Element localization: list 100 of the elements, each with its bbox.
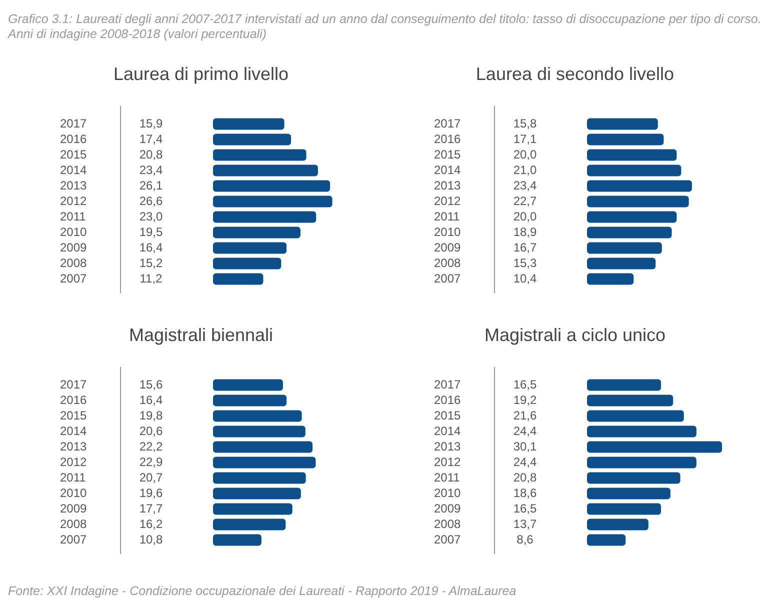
- y-tick-label: 2007: [434, 271, 462, 286]
- bar: [587, 503, 662, 515]
- data-label: 20,6: [139, 424, 163, 438]
- data-label: 18,6: [513, 486, 537, 500]
- data-label: 18,9: [513, 224, 537, 239]
- bar: [587, 456, 696, 468]
- y-tick-label: 2014: [60, 424, 88, 438]
- y-tick-label: 2015: [434, 147, 462, 162]
- data-label: 15,6: [139, 377, 163, 392]
- y-tick-label: 2009: [434, 501, 462, 516]
- y-tick-label: 2015: [60, 408, 88, 422]
- y-tick-label: 2011: [434, 470, 460, 484]
- y-tick-label: 2017: [60, 116, 88, 130]
- y-tick-label: 2007: [60, 532, 88, 546]
- data-label: 16,5: [513, 377, 537, 392]
- y-tick-label: 2014: [434, 424, 462, 438]
- data-label: 24,4: [513, 454, 537, 469]
- data-label: 13,7: [513, 516, 537, 531]
- y-tick-label: 2013: [60, 178, 88, 192]
- data-label: 15,2: [139, 256, 163, 270]
- source-note: Fonte: XXI Indagine - Condizione occupazionale dei Laureati - Rapporto 2019 - AlmaLaurea: [8, 584, 518, 598]
- bar: [213, 534, 262, 546]
- data-label: 17,7: [139, 501, 163, 516]
- data-label: 19,2: [513, 392, 537, 407]
- bar: [213, 242, 287, 254]
- bar: [213, 503, 292, 515]
- text: Grafico 3.1: Laureati degli anni 2007-2017 intervistati ad un anno dal conseguimento del titolo: tasso di disoccupazione per tipo di corso. Anni di indagine 2008-2018 (valori percentuali): [8, 12, 762, 42]
- bar: [213, 441, 313, 453]
- y-tick-label: 2013: [434, 178, 462, 192]
- chart-title: Laurea di primo livello: [112, 64, 290, 85]
- data-label: 24,4: [513, 424, 537, 438]
- data-label: 8,6: [516, 532, 534, 546]
- data-label: 15,9: [139, 116, 163, 130]
- bar: [587, 426, 696, 438]
- y-tick-label: 2010: [434, 486, 462, 500]
- bar: [587, 410, 684, 422]
- bar: [587, 134, 664, 146]
- bar: [587, 488, 670, 500]
- bar: [213, 410, 302, 422]
- bar: [587, 242, 662, 254]
- y-tick-label: 2015: [434, 408, 462, 422]
- y-tick-label: 2012: [60, 454, 88, 469]
- y-tick-label: 2009: [60, 240, 88, 254]
- data-label: 19,5: [139, 224, 163, 239]
- y-tick-label: 2008: [60, 256, 88, 270]
- bar: [587, 518, 648, 530]
- y-tick-label: 2014: [434, 162, 462, 177]
- data-label: 23,0: [139, 209, 163, 224]
- y-tick-label: 2008: [434, 516, 462, 531]
- data-label: 20,8: [513, 470, 537, 484]
- data-label: 15,8: [513, 116, 537, 130]
- data-label: 17,4: [139, 132, 163, 146]
- y-tick-label: 2012: [434, 194, 462, 208]
- y-tick-label: 2010: [60, 224, 88, 239]
- data-label: 22,2: [139, 439, 163, 454]
- bar: [587, 196, 689, 208]
- y-tick-label: 2016: [60, 132, 88, 146]
- y-tick-label: 2016: [60, 392, 88, 407]
- bar: [213, 472, 306, 484]
- data-label: 16,2: [139, 516, 163, 531]
- bar: [587, 273, 634, 285]
- data-label: 23,4: [513, 178, 537, 192]
- bar: [587, 258, 656, 270]
- data-label: 16,4: [139, 240, 163, 254]
- y-tick-label: 2007: [60, 271, 88, 286]
- bar: [213, 134, 292, 146]
- data-label: 30,1: [513, 439, 537, 454]
- data-label: 20,0: [513, 209, 537, 224]
- y-tick-label: 2009: [60, 501, 88, 516]
- bar: [587, 211, 677, 223]
- bar: [213, 180, 330, 192]
- bar: [587, 149, 677, 161]
- data-label: 20,0: [513, 147, 537, 162]
- y-tick-label: 2009: [434, 240, 462, 254]
- y-tick-label: 2017: [60, 377, 88, 392]
- data-label: 26,1: [139, 178, 163, 192]
- y-tick-label: 2008: [60, 516, 88, 531]
- data-label: 20,8: [139, 147, 163, 162]
- bar: [213, 273, 264, 285]
- y-tick-label: 2008: [434, 256, 462, 270]
- bar: [213, 488, 301, 500]
- bar: [213, 226, 300, 238]
- y-tick-label: 2011: [60, 470, 86, 484]
- y-tick-label: 2016: [434, 132, 462, 146]
- bar: [213, 426, 306, 438]
- y-tick-label: 2007: [434, 532, 462, 546]
- bar: [587, 534, 626, 546]
- bar: [587, 472, 680, 484]
- y-tick-label: 2010: [60, 486, 88, 500]
- bar: [213, 394, 287, 406]
- bar: [587, 118, 658, 130]
- bar: [587, 180, 692, 192]
- chart-title: Laurea di secondo livello: [474, 64, 676, 85]
- data-label: 19,8: [139, 408, 163, 422]
- data-label: 10,8: [139, 532, 163, 546]
- y-tick-label: 2011: [60, 209, 86, 224]
- y-tick-label: 2012: [60, 194, 88, 208]
- bar: [213, 164, 318, 176]
- bar: [213, 379, 283, 391]
- chart-title: Magistrali a ciclo unico: [483, 325, 667, 346]
